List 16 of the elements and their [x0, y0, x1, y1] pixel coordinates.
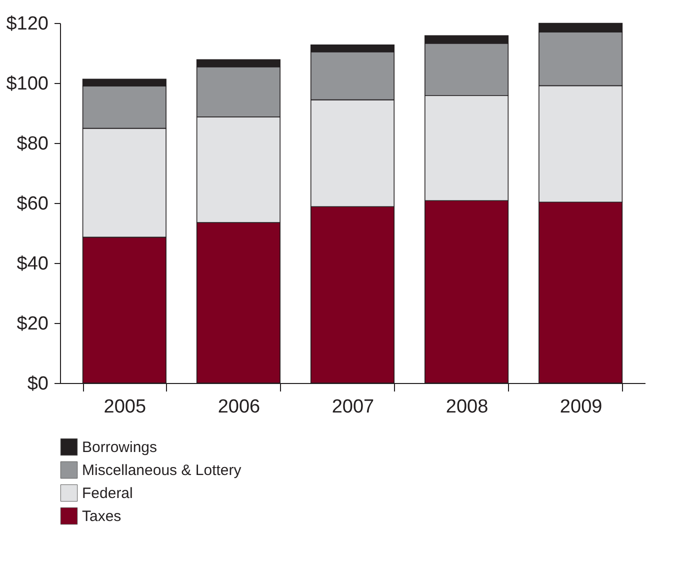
y-tick-label: $20: [16, 314, 48, 334]
y-tick-label: $120: [6, 14, 48, 34]
legend-label: Miscellaneous & Lottery: [82, 462, 242, 479]
x-tick-label: 2005: [104, 396, 146, 418]
y-tick-label: $40: [16, 254, 48, 274]
x-tick-label: 2008: [446, 396, 488, 418]
legend-label: Federal: [82, 485, 133, 502]
legend-label: Taxes: [82, 508, 122, 525]
y-tick-label: $80: [16, 134, 48, 154]
y-tick-label: $60: [16, 194, 48, 214]
x-tick-label: 2009: [560, 396, 602, 418]
y-tick-label: $0: [27, 374, 48, 394]
y-tick-label: $100: [6, 74, 48, 94]
legend-label: Borrowings: [82, 439, 158, 456]
x-tick-label: 2007: [332, 396, 374, 418]
x-tick-label: 2006: [218, 396, 260, 418]
